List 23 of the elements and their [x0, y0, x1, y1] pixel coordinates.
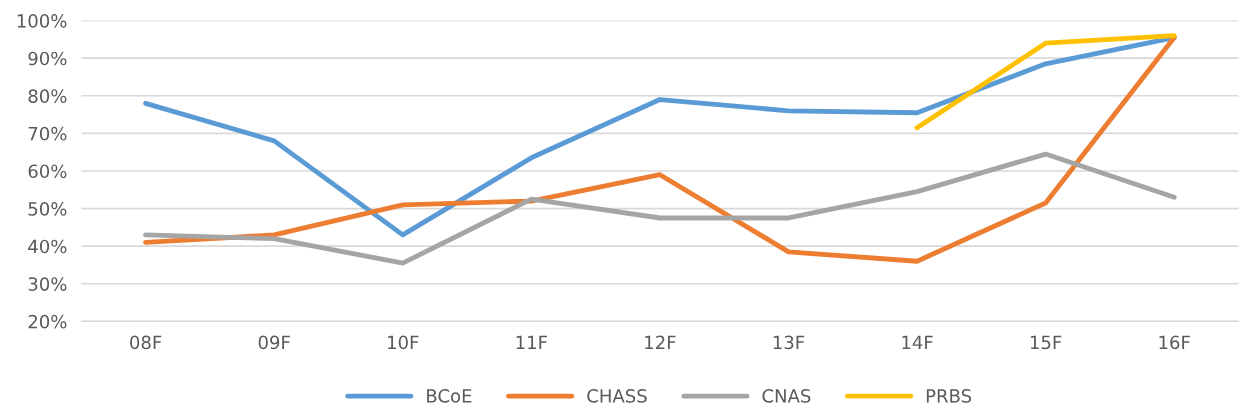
x-tick-label: 10F	[388, 335, 419, 350]
y-tick-label: 70%	[28, 126, 67, 141]
x-tick-label: 16F	[1159, 335, 1190, 350]
x-tick-label: 15F	[1030, 335, 1062, 350]
legend-label: BCoE	[427, 389, 472, 403]
y-tick-label: 50%	[28, 202, 67, 216]
y-tick-label: 30%	[28, 277, 67, 291]
legend-label: CNAS	[762, 389, 811, 403]
x-tick-label: 14F	[902, 335, 933, 349]
legend-label: CHASS	[587, 389, 647, 403]
x-tick-label: 12F	[645, 335, 676, 349]
legend-label: PRBS	[926, 389, 972, 403]
y-tick-label: 60%	[28, 164, 67, 179]
y-tick-label: 80%	[28, 89, 67, 103]
y-tick-label: 20%	[28, 314, 67, 329]
x-tick-label: 08F	[130, 335, 162, 350]
x-tick-label: 09F	[258, 335, 290, 350]
line-series	[143, 151, 1177, 266]
x-tick-label: 11F	[516, 335, 547, 349]
y-tick-label: 40%	[28, 239, 67, 254]
y-tick-label: 90%	[28, 51, 67, 66]
x-tick-label: 13F	[773, 335, 805, 350]
y-tick-label: 100%	[17, 14, 67, 28]
